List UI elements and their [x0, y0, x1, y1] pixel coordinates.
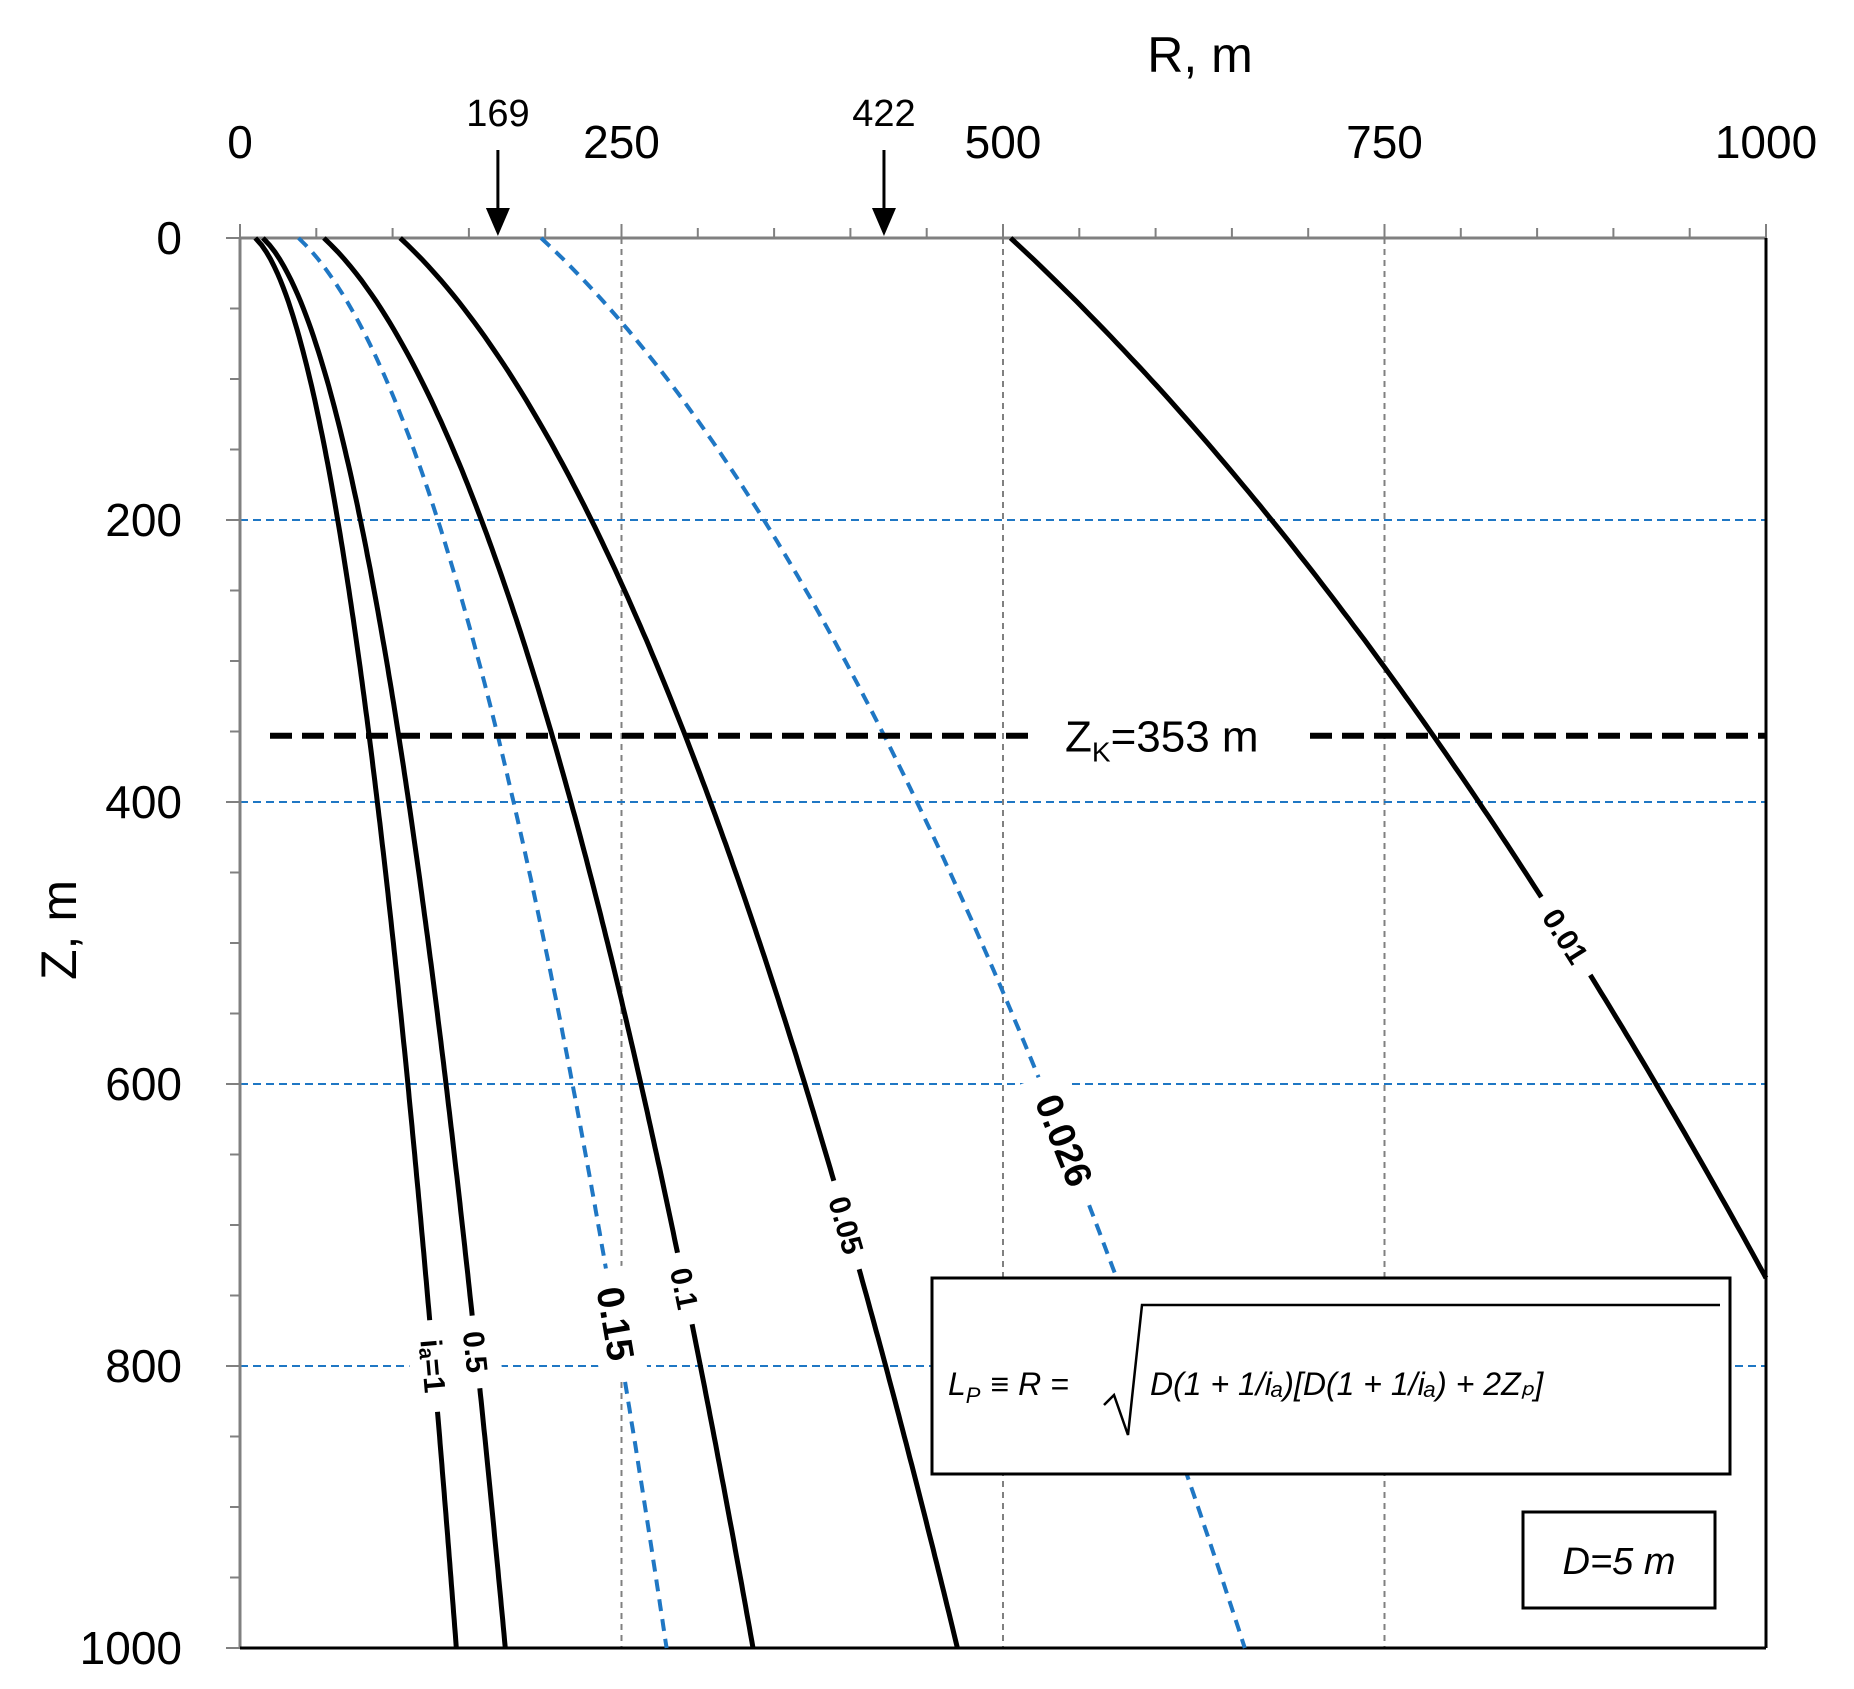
x-axis-title: R, m [1147, 27, 1253, 83]
curve-label-bg [1521, 884, 1611, 988]
marker-arrow-head [485, 208, 510, 236]
formula-body: D(1 + 1/iₐ)[D(1 + 1/iₐ) + 2Zₚ] [1150, 1366, 1544, 1402]
curve-series [261, 236, 508, 1649]
x-tick-label: 0 [227, 116, 253, 168]
d-box: D=5 m [1521, 1510, 1717, 1610]
curve-label-group: iₐ=1 [405, 1318, 462, 1414]
y-tick-label: 1000 [80, 1622, 182, 1674]
marker-label: 169 [466, 93, 529, 135]
y-tick-label: 200 [105, 494, 182, 546]
formula-equiv: ≡ R = [990, 1366, 1068, 1402]
marker-arrow-head [871, 208, 896, 236]
curve-label-bg [582, 1264, 649, 1383]
y-tick-label: 800 [105, 1340, 182, 1392]
curve-label-bg [654, 1247, 716, 1330]
curve-label-bg [1016, 1068, 1112, 1213]
curve-label-group: 0.05 [810, 1174, 883, 1276]
curve-label: 0.5 [456, 1330, 493, 1375]
curve-label-bg [448, 1313, 504, 1391]
x-tick-label: 500 [965, 116, 1042, 168]
curve-label-group: 0.5 [448, 1313, 504, 1391]
curve-series [253, 236, 459, 1649]
curve-series [297, 236, 669, 1649]
y-tick-label: 0 [156, 212, 182, 264]
x-tick-label: 250 [583, 116, 660, 168]
curve-series [398, 236, 960, 1649]
curve-series [322, 236, 756, 1649]
curve-label-group: 0.01 [1521, 884, 1611, 988]
curve-label-bg [405, 1318, 462, 1414]
markers: 169 422 [466, 93, 916, 236]
formula: LP ≡ R = D(1 + 1/iₐ)[D(1 + 1/iₐ) + 2Zₚ] [948, 1303, 1720, 1436]
curve-label-bg [810, 1174, 883, 1276]
x-tick-label: 750 [1346, 116, 1423, 168]
curve-label-group: 0.1 [654, 1247, 716, 1330]
formula-lhs-sub: P [966, 1383, 981, 1408]
sqrt-sign [1103, 1303, 1720, 1436]
svg-text:LP≡ R =: LP ≡ R = [948, 1366, 1069, 1408]
zk-line-group: ZK=353 m [270, 713, 1766, 768]
d-box-label: D=5 m [1563, 1541, 1676, 1583]
axes: 0 250 500 750 1000 0 200 400 600 800 1000 [80, 116, 1818, 1674]
curve-label-group: 0.026 [1016, 1068, 1112, 1213]
curve-label: 0.1 [663, 1265, 704, 1312]
x-tick-label: 1000 [1715, 116, 1817, 168]
y-tick-label: 600 [105, 1058, 182, 1110]
curve-label-group: 0.15 [582, 1264, 649, 1383]
formula-box: LP ≡ R = D(1 + 1/iₐ)[D(1 + 1/iₐ) + 2Zₚ] [930, 1276, 1732, 1476]
curve-label: iₐ=1 [413, 1338, 450, 1394]
curves: iₐ=1 0.5 0.15 0.1 0.05 0.026 0.01 [253, 236, 1769, 1649]
y-axis-title: Z, m [31, 880, 87, 980]
curve-series [1008, 236, 1769, 1280]
zk-label: ZK=353 m [1065, 713, 1259, 768]
y-tick-label: 400 [105, 776, 182, 828]
marker-label: 422 [852, 93, 915, 135]
formula-lhs: L [948, 1366, 966, 1402]
